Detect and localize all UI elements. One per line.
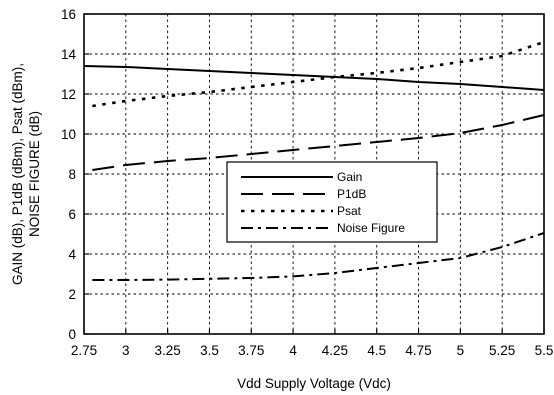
y-tick-label: 8	[68, 167, 76, 182]
x-tick-label: 4.5	[367, 343, 386, 358]
legend: Gain P1dB Psat Noise Figure	[226, 161, 438, 243]
x-tick-label: 5.5	[535, 343, 554, 358]
y-tick-label: 6	[68, 207, 76, 222]
y-tick-label: 2	[68, 287, 76, 302]
x-tick-label: 3	[122, 343, 130, 358]
series-group	[83, 40, 545, 281]
y-axis-ticks: 0 2 4 6 8 10 12 14 16	[61, 7, 89, 342]
x-tick-label: 5.25	[489, 343, 515, 358]
y-axis-title-line-2: NOISE FIGURE (dB)	[27, 111, 42, 237]
legend-label-gain: Gain	[337, 170, 362, 184]
x-tick-label: 2.75	[71, 343, 97, 358]
series-line-noise-figure	[92, 232, 545, 281]
y-tick-label: 10	[61, 127, 76, 142]
legend-label-p1db: P1dB	[337, 187, 366, 201]
y-tick-label: 4	[68, 247, 76, 262]
y-tick-label: 14	[61, 47, 77, 62]
series-line-psat	[92, 40, 545, 108]
x-tick-label: 5	[457, 343, 465, 358]
legend-label-noise-figure: Noise Figure	[337, 221, 405, 235]
y-tick-label: 12	[61, 87, 76, 102]
y-axis-title-line-1: GAIN (dB), P1dB (dBm), Psat (dBm),	[10, 63, 25, 285]
x-tick-label: 3.25	[154, 343, 180, 358]
y-tick-label: 0	[68, 327, 76, 342]
legend-box	[226, 161, 438, 243]
x-tick-label: 4	[289, 343, 297, 358]
x-tick-label: 4.25	[322, 343, 348, 358]
x-axis-ticks: 2.75 3 3.25 3.5 3.75 4 4.25 4.5 4.75 5 5.25 5.5	[71, 329, 554, 358]
y-tick-label: 16	[61, 7, 76, 22]
x-tick-label: 3.5	[200, 343, 219, 358]
series-line-gain	[83, 65, 545, 91]
x-axis-title: Vdd Supply Voltage (Vdc)	[237, 376, 391, 391]
x-tick-label: 4.75	[405, 343, 431, 358]
legend-label-psat: Psat	[337, 204, 362, 218]
x-tick-label: 3.75	[238, 343, 264, 358]
series-line-p1db	[92, 114, 545, 171]
